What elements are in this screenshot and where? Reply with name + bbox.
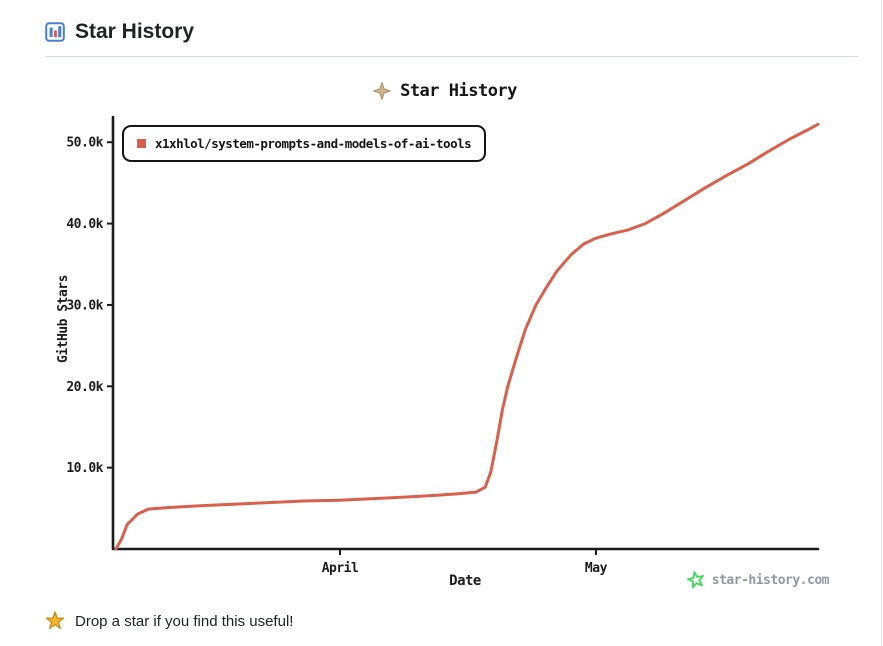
- x-axis-label: Date: [449, 573, 481, 589]
- axis-lines: [111, 115, 820, 551]
- y-tick-label: 10.0k: [66, 461, 103, 476]
- y-tick-label: 50.0k: [66, 136, 103, 151]
- header-divider: [45, 56, 859, 57]
- chart-legend: x1xhlol/system-prompts-and-models-of-ai-…: [122, 125, 487, 162]
- gold-star-icon: [45, 611, 65, 629]
- chart-title-text: Star History: [400, 81, 517, 101]
- chart-canvas[interactable]: 10.0k 20.0k 30.0k 40.0k 50.0k April May: [55, 107, 835, 607]
- star-outline-icon: [686, 571, 704, 589]
- chart-title: Star History: [55, 81, 835, 101]
- y-axis-label: GitHub Stars: [56, 275, 71, 363]
- watermark-text: star-history.com: [711, 572, 830, 588]
- section-header: Star History: [0, 0, 881, 44]
- sparkle-star-icon: [373, 82, 392, 100]
- series-line: [114, 122, 820, 551]
- y-tick-label: 40.0k: [66, 217, 103, 232]
- watermark[interactable]: star-history.com: [686, 571, 830, 589]
- x-tick-label: April: [322, 561, 359, 576]
- legend-marker: [137, 139, 146, 148]
- footer-text: Drop a star if you find this useful!: [75, 612, 294, 630]
- y-tick-label: 30.0k: [66, 298, 103, 313]
- y-tick-label: 20.0k: [66, 380, 103, 395]
- legend-series-label: x1xhlol/system-prompts-and-models-of-ai-…: [155, 136, 472, 151]
- chart-area: 10.0k 20.0k 30.0k 40.0k 50.0k April May x1xhlo…: [55, 107, 835, 607]
- x-tick-label: May: [585, 561, 608, 576]
- footer-note: Drop a star if you find this useful!: [45, 611, 881, 631]
- bar-chart-icon: [45, 22, 65, 42]
- page-title: Star History: [75, 20, 195, 43]
